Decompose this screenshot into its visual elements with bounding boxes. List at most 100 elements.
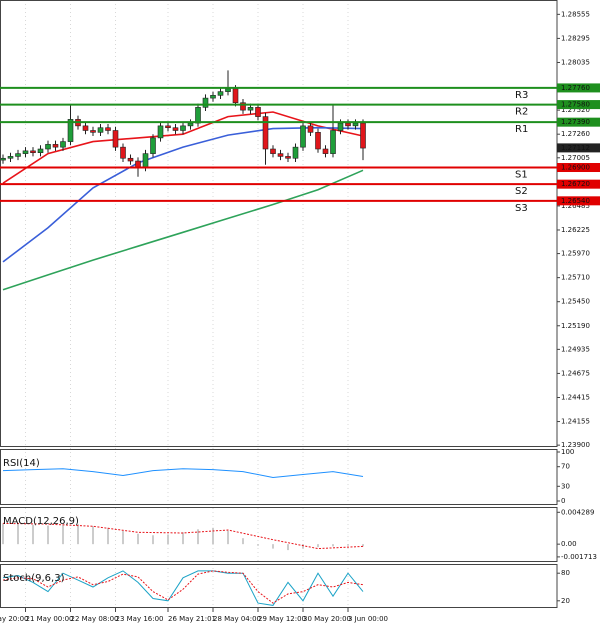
candle-body xyxy=(67,119,74,142)
candle-body xyxy=(202,97,209,108)
last-price-label: 1.27112 xyxy=(561,144,590,152)
y-tick-label: 1.25710 xyxy=(561,274,590,282)
level-name: S3 xyxy=(515,203,528,214)
y-tick-label: 0 xyxy=(561,497,565,505)
y-tick-label: 1.28035 xyxy=(561,58,590,66)
x-tick-label: 29 May 12:00 xyxy=(258,615,306,623)
level-price-label: 1.26900 xyxy=(561,164,590,172)
level-price-label: 1.27390 xyxy=(561,118,590,126)
y-tick-label: 0.004289 xyxy=(561,508,594,516)
candle-body xyxy=(240,102,246,111)
candle-body xyxy=(105,127,111,131)
histogram-bar xyxy=(272,544,274,549)
histogram-bar xyxy=(32,524,34,545)
level-price-label: 1.26720 xyxy=(561,180,590,188)
candle-body xyxy=(22,150,29,154)
candle-body xyxy=(112,130,119,148)
x-tick-label: 3 Jun 00:00 xyxy=(348,615,388,623)
candle-body xyxy=(307,125,314,133)
panel-title: MACD(12,26,9) xyxy=(3,516,79,527)
candle-body xyxy=(360,122,366,149)
candle-body xyxy=(232,88,239,104)
y-tick-label: 20 xyxy=(561,597,570,605)
series-line xyxy=(2,570,364,606)
histogram-bar xyxy=(212,527,214,545)
candle-body xyxy=(15,153,21,157)
y-tick-label: 1.25190 xyxy=(561,322,590,330)
panel xyxy=(2,468,364,479)
y-tick-label: 1.24155 xyxy=(561,418,590,426)
y-tick-label: 30 xyxy=(561,482,570,490)
histogram-bar xyxy=(347,544,349,546)
panel xyxy=(2,522,364,551)
histogram-bar xyxy=(77,524,79,545)
x-tick-label: 28 May 04:00 xyxy=(213,615,261,623)
panel-frame xyxy=(0,564,558,608)
candle-body xyxy=(195,107,201,124)
candle-body xyxy=(337,122,344,131)
level-price-label: 1.27580 xyxy=(561,101,590,109)
level-price-label: 1.27760 xyxy=(561,84,590,92)
histogram-bar xyxy=(62,524,64,545)
candle-body xyxy=(142,153,149,168)
candle-body xyxy=(120,146,126,159)
histogram-bar xyxy=(362,544,364,547)
level-price-box xyxy=(557,179,600,189)
panel-frame xyxy=(0,507,558,562)
level-price-box xyxy=(557,117,600,127)
series-line xyxy=(2,169,364,291)
level-price-box xyxy=(557,163,600,173)
series-line xyxy=(2,522,364,550)
level-name: S2 xyxy=(515,186,528,197)
histogram-bar xyxy=(107,527,109,545)
y-tick-label: 1.28555 xyxy=(561,10,590,18)
candle-body xyxy=(270,148,276,154)
candle-body xyxy=(150,137,156,154)
candle-body xyxy=(97,127,104,133)
candle-body xyxy=(255,107,261,117)
candle-body xyxy=(210,95,216,99)
candle-body xyxy=(30,150,36,154)
histogram-bar xyxy=(137,533,139,545)
panel-frame xyxy=(0,449,558,505)
histogram-bar xyxy=(227,530,229,545)
level-price-box xyxy=(557,83,600,93)
candle-body xyxy=(322,148,329,154)
y-tick-label: 1.23900 xyxy=(561,441,590,449)
y-tick-label: 80 xyxy=(561,569,570,577)
last-price-box xyxy=(557,143,600,153)
panel-title: RSI(14) xyxy=(3,458,40,469)
level-name: S1 xyxy=(515,170,528,181)
y-tick-label: 1.26225 xyxy=(561,226,590,234)
candle-body xyxy=(217,91,224,96)
x-tick-label: 20 May 20:00 xyxy=(0,615,29,623)
histogram-bar xyxy=(317,544,319,548)
y-tick-label: 1.24415 xyxy=(561,393,590,401)
histogram-bar xyxy=(47,525,49,545)
y-tick-label: 1.24675 xyxy=(561,369,590,377)
histogram-bar xyxy=(152,535,154,545)
y-tick-label: 0.00 xyxy=(561,540,577,548)
candle-body xyxy=(90,130,96,133)
candle-body xyxy=(127,157,134,162)
x-tick-label: 22 May 08:00 xyxy=(71,615,119,623)
panel-frame xyxy=(0,0,558,447)
histogram-bar xyxy=(122,530,124,545)
level-name: R1 xyxy=(515,124,528,135)
series-line xyxy=(2,570,364,604)
level-price-box xyxy=(557,196,600,206)
y-tick-label: 1.27260 xyxy=(561,130,590,138)
histogram-bar xyxy=(92,526,94,545)
candle-body xyxy=(330,130,336,154)
histogram-bar xyxy=(197,529,199,545)
histogram-bar xyxy=(287,544,289,551)
panel-title: Stoch(9,6,3) xyxy=(3,573,65,584)
histogram-bar xyxy=(182,532,184,545)
candle-body xyxy=(285,156,291,159)
candle-body xyxy=(157,125,164,139)
histogram-bar xyxy=(302,544,304,549)
candle-body xyxy=(262,116,269,150)
histogram-bar xyxy=(167,534,169,545)
candle-body xyxy=(52,144,59,148)
